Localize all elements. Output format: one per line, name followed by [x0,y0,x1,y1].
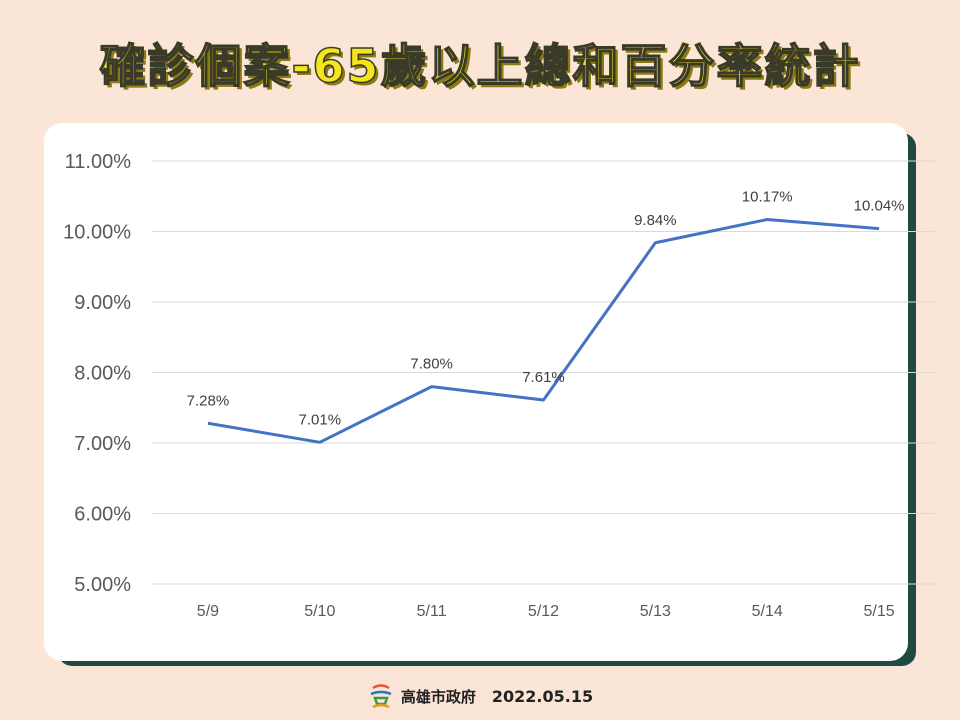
y-tick-label: 9.00% [74,292,131,314]
data-labels: 7.28% 7.01% 7.80% 7.61% 9.84% 10.17% 10.04% [187,189,905,429]
x-tick-label: 5/14 [752,603,783,620]
y-tick-label: 11.00% [65,151,132,173]
x-tick-label: 5/10 [304,603,335,620]
y-tick-label: 10.00% [63,222,131,244]
footer: 高雄市政府 2022.05.15 [0,680,960,712]
y-tick-label: 5.00% [74,574,131,596]
y-tick-label: 6.00% [74,504,131,526]
data-label: 10.04% [854,198,905,215]
footer-org: 高雄市政府 [400,687,476,706]
footer-date: 2022.05.15 [491,686,594,706]
x-tick-label: 5/9 [197,603,219,620]
x-tick-label: 5/11 [417,603,447,620]
data-label: 7.80% [410,356,453,373]
x-tick-label: 5/15 [864,603,895,620]
data-label: 10.17% [742,189,793,206]
y-tick-label: 8.00% [74,363,131,385]
x-tick-label: 5/12 [528,603,559,620]
x-axis-tick-labels: 5/9 5/10 5/11 5/12 5/13 5/14 5/15 [197,603,895,620]
y-tick-label: 7.00% [74,433,131,455]
y-axis-tick-labels: 5.00% 6.00% 7.00% 8.00% 9.00% 10.00% 11.00% [63,151,131,596]
gridlines [152,160,935,585]
chart-title: 確診個案-65歲以上總和百分率統計 [99,38,861,94]
data-label: 7.61% [522,369,565,386]
data-label: 7.01% [299,411,342,428]
x-tick-label: 5/13 [640,603,671,620]
series-line [207,218,880,444]
data-label: 9.84% [634,212,677,229]
data-label: 7.28% [187,392,230,409]
kaohsiung-logo-icon [370,684,392,709]
